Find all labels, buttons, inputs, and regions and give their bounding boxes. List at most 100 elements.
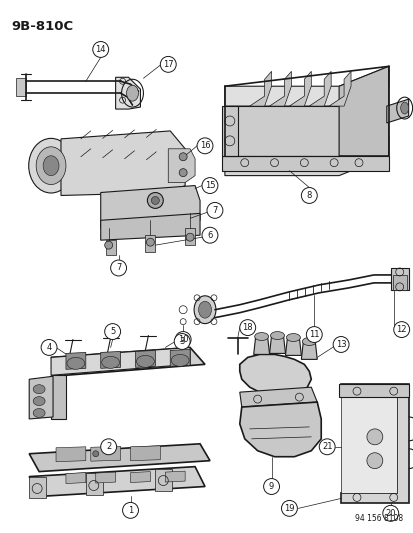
Ellipse shape xyxy=(198,301,211,318)
Circle shape xyxy=(393,321,408,337)
Polygon shape xyxy=(239,354,311,395)
Text: 19: 19 xyxy=(283,504,294,513)
Polygon shape xyxy=(269,336,285,353)
Polygon shape xyxy=(249,71,271,106)
Circle shape xyxy=(174,334,190,350)
Ellipse shape xyxy=(33,397,45,406)
Polygon shape xyxy=(90,446,120,461)
Circle shape xyxy=(281,500,297,516)
Polygon shape xyxy=(85,473,102,496)
Circle shape xyxy=(104,324,120,340)
Polygon shape xyxy=(392,275,406,290)
Polygon shape xyxy=(340,394,396,494)
Circle shape xyxy=(318,439,335,455)
Ellipse shape xyxy=(28,139,73,193)
Text: 4: 4 xyxy=(46,343,52,352)
Ellipse shape xyxy=(171,354,189,366)
Circle shape xyxy=(151,197,159,205)
Text: 7: 7 xyxy=(116,263,121,272)
Circle shape xyxy=(239,320,255,336)
Polygon shape xyxy=(29,467,204,496)
Polygon shape xyxy=(66,352,85,369)
Ellipse shape xyxy=(286,334,300,342)
Polygon shape xyxy=(100,185,199,228)
Polygon shape xyxy=(328,71,350,106)
Text: 11: 11 xyxy=(308,330,319,339)
Polygon shape xyxy=(390,268,408,290)
Text: 6: 6 xyxy=(207,231,212,240)
Ellipse shape xyxy=(126,85,138,101)
Text: 5: 5 xyxy=(110,327,115,336)
Ellipse shape xyxy=(102,357,119,368)
Ellipse shape xyxy=(136,356,154,367)
Circle shape xyxy=(186,233,194,241)
Ellipse shape xyxy=(36,147,66,184)
Ellipse shape xyxy=(67,358,85,369)
Text: 7: 7 xyxy=(212,206,217,215)
Circle shape xyxy=(122,503,138,518)
Polygon shape xyxy=(66,473,85,483)
Polygon shape xyxy=(61,131,185,196)
Text: 94 156 8108: 94 156 8108 xyxy=(354,514,402,523)
Polygon shape xyxy=(221,106,237,156)
Ellipse shape xyxy=(270,332,284,340)
Circle shape xyxy=(202,227,217,243)
Circle shape xyxy=(179,153,187,161)
Circle shape xyxy=(160,56,176,72)
Circle shape xyxy=(100,439,116,455)
Polygon shape xyxy=(29,376,53,419)
Ellipse shape xyxy=(33,385,45,394)
Polygon shape xyxy=(29,477,46,498)
Polygon shape xyxy=(386,99,408,123)
Polygon shape xyxy=(51,348,204,375)
Polygon shape xyxy=(16,78,26,96)
Circle shape xyxy=(104,241,112,249)
Polygon shape xyxy=(338,384,408,397)
Polygon shape xyxy=(338,66,388,156)
Polygon shape xyxy=(224,66,388,106)
Ellipse shape xyxy=(254,333,268,341)
Circle shape xyxy=(41,340,57,356)
Polygon shape xyxy=(185,228,195,245)
Ellipse shape xyxy=(33,408,45,417)
Polygon shape xyxy=(301,342,316,359)
Circle shape xyxy=(306,327,321,343)
Circle shape xyxy=(382,505,398,521)
Ellipse shape xyxy=(43,156,59,175)
Polygon shape xyxy=(95,472,115,483)
Polygon shape xyxy=(269,71,291,106)
Circle shape xyxy=(206,203,222,219)
Text: 9: 9 xyxy=(268,482,273,491)
Text: 3: 3 xyxy=(179,337,185,346)
Circle shape xyxy=(110,260,126,276)
Text: 12: 12 xyxy=(396,325,406,334)
Circle shape xyxy=(332,336,348,352)
Circle shape xyxy=(202,177,217,193)
Circle shape xyxy=(366,453,382,469)
Polygon shape xyxy=(170,350,190,366)
Ellipse shape xyxy=(301,337,316,345)
Circle shape xyxy=(146,238,154,246)
Text: 20: 20 xyxy=(385,509,395,518)
Polygon shape xyxy=(51,375,66,419)
Polygon shape xyxy=(340,384,408,503)
Polygon shape xyxy=(221,156,388,171)
Polygon shape xyxy=(239,402,320,457)
Text: 1: 1 xyxy=(128,506,133,515)
Text: 16: 16 xyxy=(199,141,210,150)
Circle shape xyxy=(93,42,108,58)
Circle shape xyxy=(175,332,191,348)
Polygon shape xyxy=(253,336,269,354)
Text: 14: 14 xyxy=(95,45,106,54)
Polygon shape xyxy=(224,136,388,175)
Circle shape xyxy=(301,188,316,204)
Polygon shape xyxy=(130,446,160,461)
Text: 9B-810C: 9B-810C xyxy=(11,20,73,33)
Text: 8: 8 xyxy=(306,191,311,200)
Text: 21: 21 xyxy=(321,442,332,451)
Polygon shape xyxy=(165,471,185,482)
Circle shape xyxy=(179,168,187,176)
Polygon shape xyxy=(29,444,209,472)
Polygon shape xyxy=(100,351,120,368)
Polygon shape xyxy=(239,387,316,407)
